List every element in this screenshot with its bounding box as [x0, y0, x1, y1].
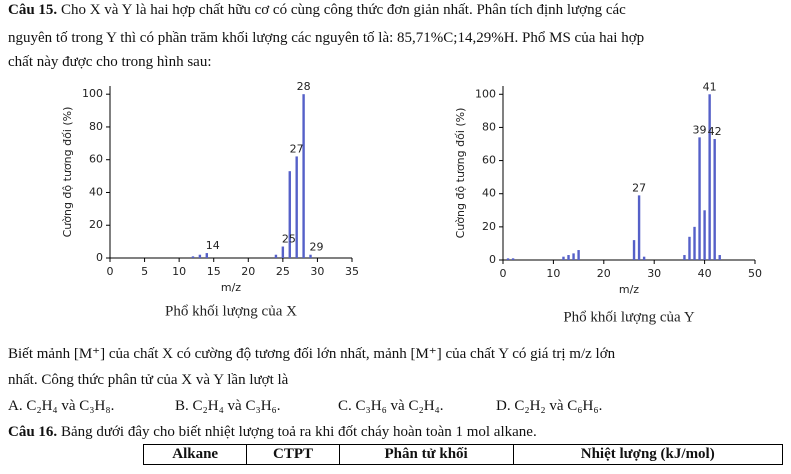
y-tick-label: 0 [96, 251, 103, 264]
question-label: Câu 16. [8, 424, 58, 440]
bar [562, 256, 565, 260]
chart-caption: Phổ khối lượng của X [165, 303, 297, 319]
bar [642, 256, 646, 260]
y-tick-label: 60 [482, 154, 496, 167]
y-tick-label: 80 [89, 120, 103, 133]
header-cell: Alkane [142, 444, 248, 465]
bar [191, 256, 195, 258]
bar [632, 240, 636, 260]
bar [572, 253, 575, 260]
bar [713, 139, 716, 260]
option: B. C₂H₄ và C₃H₆. [175, 398, 281, 415]
bar [309, 254, 312, 258]
x-tick-label: 30 [310, 265, 324, 278]
bar [302, 94, 305, 258]
x-tick-label: 15 [207, 265, 221, 278]
line: Câu 15. Cho X và Y là hai hợp chất hữu c… [8, 2, 626, 19]
table: Alkane CTPT Phân tử khối Nhiệt lượng (kJ… [142, 444, 783, 465]
option-text: C₂H₄ và C₃H₈. [26, 398, 115, 414]
x-tick-label: 35 [345, 265, 359, 278]
y-tick-label: 0 [489, 253, 496, 266]
line: nhất. Công thức phân tử của X và Y lần l… [8, 372, 289, 388]
peak-label: 41 [703, 80, 717, 93]
bar [683, 255, 686, 260]
x-tick-label: 50 [748, 267, 762, 280]
bar [506, 258, 510, 260]
x-tick-label: 20 [597, 267, 611, 280]
header-cell: Nhiệt lượng (kJ/mol) [512, 444, 783, 465]
option: C. C₃H₆ và C₂H₄. [338, 398, 444, 415]
bar [577, 250, 580, 260]
peak-label: 27 [290, 142, 304, 155]
option-label: D. [496, 398, 511, 414]
bar [288, 171, 291, 258]
bar [708, 94, 711, 261]
peak-label: 29 [310, 241, 324, 254]
line: chất này được cho trong hình sau: [8, 54, 212, 70]
peak-label: 14 [206, 239, 220, 252]
bar [198, 254, 202, 258]
x-tick-label: 0 [107, 265, 114, 278]
header-cell: CTPT [246, 444, 340, 465]
bar [281, 246, 285, 258]
x-axis-label: m/z [221, 281, 241, 294]
y-tick-label: 80 [482, 120, 496, 133]
x-axis-label: m/z [619, 283, 639, 296]
bar [511, 258, 515, 260]
x-tick-label: 30 [647, 267, 661, 280]
option-text: C₃H₆ và C₂H₄. [355, 398, 444, 414]
bar [688, 236, 691, 260]
chart-caption: Phổ khối lượng của Y [563, 309, 694, 325]
peak-label: 27 [632, 181, 646, 194]
bar [703, 210, 706, 260]
peak-label: 39 [693, 123, 707, 136]
y-tick-label: 40 [89, 185, 103, 198]
y-tick-label: 60 [89, 153, 103, 166]
y-tick-label: 20 [482, 220, 496, 233]
bar [637, 195, 641, 260]
header-cell: Phân tử khối [338, 444, 514, 465]
y-tick-label: 100 [475, 87, 496, 100]
option: D. C₂H₂ và C₆H₆. [496, 398, 602, 415]
x-tick-label: 10 [172, 265, 186, 278]
line: Biết mảnh [M⁺] của chất X có cường độ tư… [8, 346, 616, 362]
peak-label: 42 [708, 125, 722, 138]
question-label: Câu 15. [8, 2, 58, 18]
y-tick-label: 100 [82, 87, 103, 100]
bar [295, 156, 298, 258]
bar [274, 254, 278, 258]
line: Câu 16. Bảng dưới đây cho biết nhiệt lượ… [8, 424, 537, 441]
bar [205, 253, 208, 258]
y-axis-label: Cường độ tương đối (%) [454, 108, 467, 239]
option-text: C₂H₄ và C₃H₆. [192, 398, 281, 414]
bar [718, 255, 721, 260]
x-tick-label: 5 [141, 265, 148, 278]
header-row: Alkane CTPT Phân tử khối Nhiệt lượng (kJ… [142, 444, 783, 465]
option: A. C₂H₄ và C₃H₈. [8, 398, 114, 415]
bar [567, 255, 570, 260]
bar [693, 226, 696, 260]
option-label: A. [8, 398, 23, 414]
x-tick-label: 40 [698, 267, 712, 280]
option-label: B. [175, 398, 189, 414]
x-tick-label: 25 [276, 265, 290, 278]
x-tick-label: 10 [546, 267, 560, 280]
x-tick-label: 20 [241, 265, 255, 278]
line: nguyên tố trong Y thì có phần trăm khối … [8, 30, 645, 46]
bar [698, 137, 701, 260]
y-tick-label: 20 [89, 218, 103, 231]
y-axis-label: Cường độ tương đối (%) [61, 107, 74, 238]
y-tick-label: 40 [482, 187, 496, 200]
option-label: C. [338, 398, 352, 414]
text: Cho X và Y là hai hợp chất hữu cơ có cùn… [60, 2, 626, 18]
x-tick-label: 0 [500, 267, 507, 280]
text: Bảng dưới đây cho biết nhiệt lượng toả r… [60, 424, 537, 440]
option-text: C₂H₂ và C₆H₆. [514, 398, 603, 414]
peak-label: 28 [297, 80, 311, 93]
peak-label: 25 [282, 233, 296, 246]
